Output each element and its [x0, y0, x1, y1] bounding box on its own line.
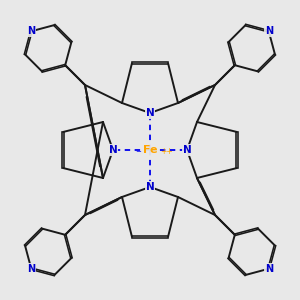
Text: N: N: [146, 182, 154, 192]
Text: N: N: [146, 108, 154, 118]
Text: N: N: [109, 145, 117, 155]
Text: N: N: [265, 264, 273, 274]
Text: N: N: [27, 264, 35, 274]
Text: N: N: [183, 145, 191, 155]
Text: −: −: [135, 149, 141, 155]
Text: N: N: [265, 26, 273, 36]
Text: Fe: Fe: [143, 145, 157, 155]
Text: ++: ++: [160, 148, 173, 157]
Text: N: N: [27, 26, 35, 36]
